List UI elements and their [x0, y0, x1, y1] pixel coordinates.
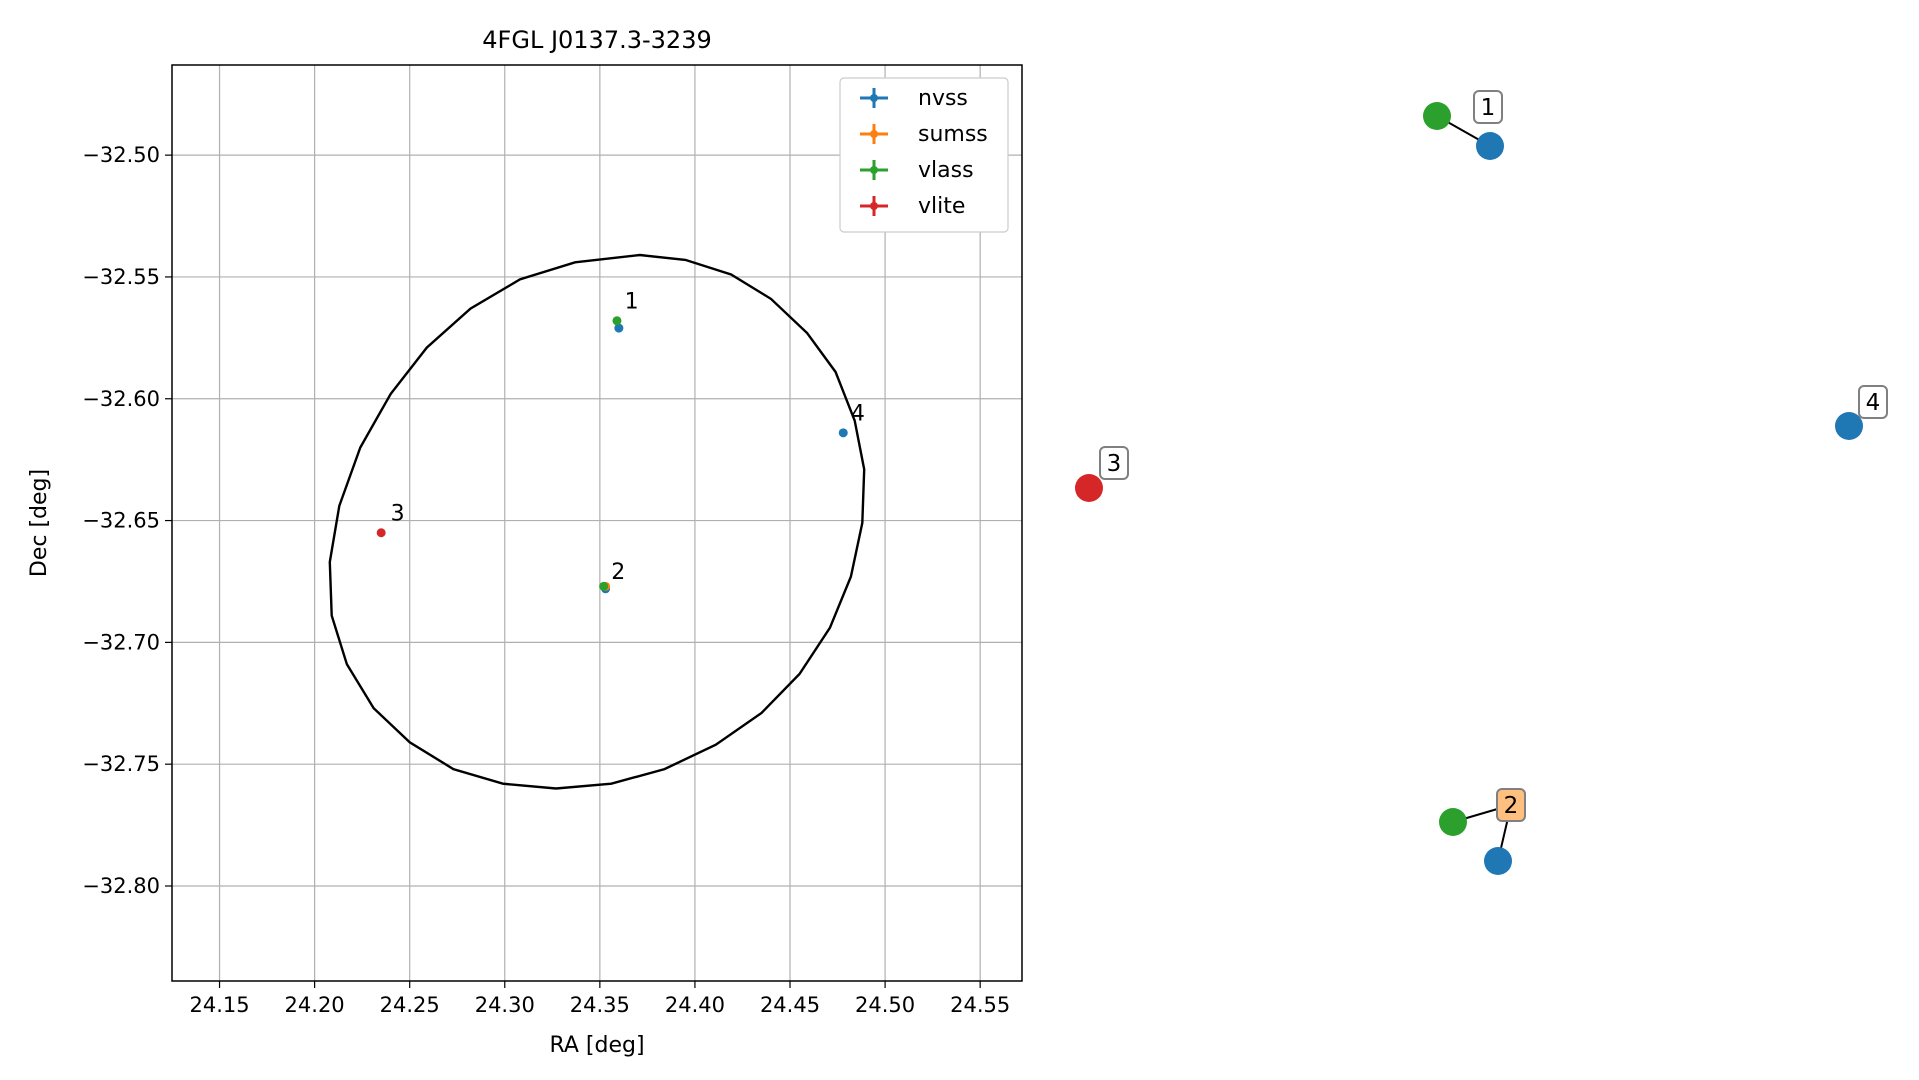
diagram-label-box [1099, 446, 1129, 480]
legend-marker-nvss [870, 94, 878, 102]
x-tick-label: 24.40 [665, 993, 725, 1017]
legend-label-nvss: nvss [918, 86, 968, 111]
diagram-node [1439, 808, 1467, 836]
y-tick-label: −32.75 [82, 752, 160, 776]
y-tick-label: −32.80 [82, 874, 160, 898]
legend-marker-vlite [870, 202, 878, 210]
plot-frame [171, 64, 1023, 982]
point-annotation: 1 [625, 290, 639, 315]
confidence-ellipse-path [328, 253, 866, 790]
data-points [376, 316, 848, 594]
vlass-point [612, 316, 622, 326]
diagram-label-box [1473, 90, 1503, 124]
diagram-label-text: 2 [1504, 793, 1519, 819]
diagram-label-text: 3 [1107, 451, 1122, 477]
point-annotation: 4 [851, 402, 865, 427]
diagram-node [1423, 102, 1451, 130]
legend-marker-vlass [870, 166, 878, 174]
legend-items: nvss sumss vlass vlite [860, 86, 988, 219]
point-annotation: 3 [391, 502, 405, 527]
association-diagram: 1 2 3 4 [1075, 90, 1888, 875]
legend-label-vlass: vlass [918, 158, 974, 183]
vlass-point [599, 581, 609, 591]
diagram-node [1075, 474, 1103, 502]
diagram-label-text: 1 [1481, 95, 1496, 121]
x-tick-label: 24.25 [380, 993, 440, 1017]
vlite-point [376, 528, 386, 538]
y-axis-label: Dec [deg] [27, 469, 52, 577]
nvss-point [838, 428, 848, 438]
legend: nvss sumss vlass vlite [839, 77, 1009, 233]
x-tick-label: 24.35 [570, 993, 630, 1017]
diagram-node [1484, 847, 1512, 875]
legend-label-vlite: vlite [918, 194, 965, 219]
confidence-ellipse [328, 253, 866, 790]
chart-title: 4FGL J0137.3-3239 [482, 26, 711, 54]
diagram-nodes [1075, 102, 1863, 875]
y-tick-label: −32.50 [82, 143, 160, 167]
y-tick-label: −32.55 [82, 265, 160, 289]
scatter-chart: 4FGL J0137.3-3239 24.15 24.20 24.25 24.30 24… [27, 26, 1023, 1058]
legend-label-sumss: sumss [918, 122, 988, 147]
point-annotations: 1 2 3 4 [391, 290, 865, 585]
y-tick-label: −32.70 [82, 630, 160, 654]
x-tick-label: 24.45 [760, 993, 820, 1017]
legend-marker-sumss [870, 130, 878, 138]
diagram-label-box [1496, 788, 1526, 822]
diagram-node [1835, 412, 1863, 440]
y-tick-label: −32.65 [82, 509, 160, 533]
diagram-node [1476, 132, 1504, 160]
x-tick-label: 24.55 [950, 993, 1010, 1017]
x-tick-label: 24.15 [189, 993, 249, 1017]
x-tick-label: 24.50 [855, 993, 915, 1017]
ticks: 24.15 24.20 24.25 24.30 24.35 24.40 24.45 24.50… [82, 143, 1010, 1017]
nvss-point [614, 323, 624, 333]
point-annotation: 2 [611, 560, 625, 585]
grid [172, 65, 1022, 981]
diagram-label-text: 4 [1866, 390, 1881, 416]
x-tick-label: 24.30 [475, 993, 535, 1017]
y-tick-label: −32.60 [82, 387, 160, 411]
diagram-labels: 1 2 3 4 [1099, 90, 1888, 822]
x-tick-label: 24.20 [285, 993, 345, 1017]
legend-box [839, 77, 1009, 233]
diagram-label-box [1858, 385, 1888, 419]
x-axis-label: RA [deg] [549, 1033, 644, 1058]
